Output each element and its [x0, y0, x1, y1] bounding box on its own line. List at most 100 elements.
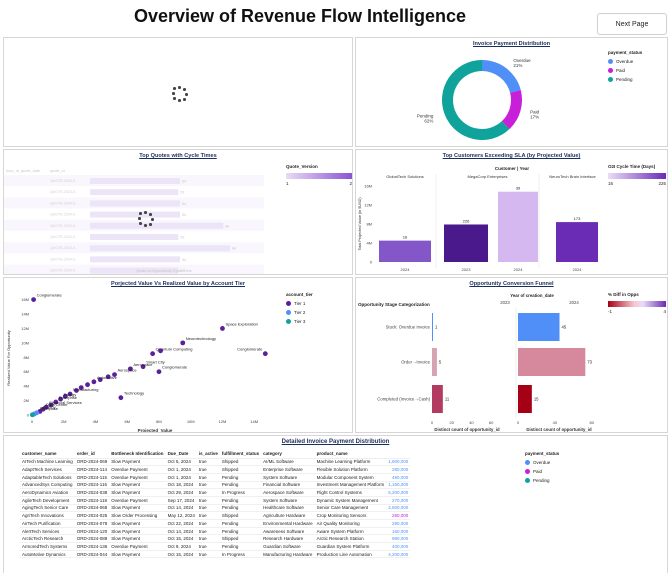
table-row[interactable]: AlertTech Services ORD-2024-120 Slow Payme… [20, 527, 411, 536]
row-label: QUOTE-2024-0.. [50, 235, 77, 239]
customer-bar[interactable] [498, 191, 538, 262]
funnel-bar-2023[interactable] [432, 385, 443, 413]
table-cell: Oct 14, 2024 [165, 527, 197, 536]
quote-bar[interactable] [90, 234, 179, 240]
legend-item-pending[interactable]: Pending [525, 478, 559, 483]
scatter-point[interactable] [91, 379, 97, 385]
stage-label: Stuck: Overdue Invoice [386, 325, 431, 330]
scatter-point[interactable] [118, 395, 124, 401]
customer-bar[interactable] [379, 240, 431, 262]
table-cell: 5,200,000 [386, 488, 411, 497]
quote-bar[interactable] [90, 256, 180, 263]
point-label: Energy [43, 404, 56, 409]
quote-bar[interactable] [90, 267, 179, 274]
funnel-bar-2024[interactable] [518, 348, 586, 376]
funnel-bar-2024[interactable] [518, 313, 560, 341]
table-cell: Oct 14, 2024 [165, 504, 197, 513]
table-row[interactable]: AgileTech Development ORD-2024-118 Overdue… [20, 496, 411, 505]
column-header[interactable] [386, 450, 411, 459]
column-header[interactable]: Due_Date [165, 450, 197, 459]
scatter-point[interactable] [31, 297, 36, 303]
scatter-point[interactable] [53, 399, 59, 405]
scatter-point[interactable] [78, 385, 84, 390]
scatter-point[interactable] [48, 402, 54, 408]
year-label: 2023 [500, 300, 510, 305]
legend-item-tier1[interactable]: Tier 1 [286, 301, 313, 306]
scatter-point[interactable] [62, 393, 68, 399]
column-header[interactable]: order_id [74, 450, 110, 459]
legend-title: account_tier [286, 292, 313, 297]
funnel-bar-2024[interactable] [518, 385, 532, 413]
scatter-point[interactable] [156, 369, 162, 375]
funnel-bar-2023[interactable] [432, 348, 437, 376]
scatter-point[interactable] [150, 351, 156, 357]
scatter-point[interactable] [180, 340, 186, 346]
table-row[interactable]: AdaptableTech Solutions ORD-2024-115 Overd… [20, 473, 411, 482]
customer-bar[interactable] [444, 224, 488, 262]
column-header[interactable]: fulfillment_status [219, 450, 262, 459]
legend-item-overdue[interactable]: Overdue [608, 59, 642, 64]
y-tick: 8M [23, 355, 29, 360]
legend-item-tier2[interactable]: Tier 2 [286, 310, 313, 315]
scatter-point-tier3[interactable] [29, 412, 35, 418]
quote-bar[interactable] [90, 222, 224, 229]
scatter-point[interactable] [140, 364, 146, 370]
table-cell: ORD-2024-118 [74, 496, 110, 505]
point-label: Conglomerate [162, 365, 188, 370]
table-row[interactable]: AITech Machine Learning ORD-2024-069 Slow … [20, 458, 411, 467]
table-row[interactable]: AirTech Purification ORD-2024-078 Slow Pay… [20, 519, 411, 528]
quote-bar[interactable] [90, 200, 180, 207]
table-cell: AdvancedSys Computing [20, 481, 75, 490]
table-cell: Slow Payment [109, 550, 166, 559]
column-header[interactable]: is_active [196, 450, 220, 459]
scatter-point[interactable] [74, 388, 79, 393]
y-axis-label: Total Projected Value (in $USD) [358, 197, 362, 251]
funnel-bar-2023[interactable] [432, 313, 433, 341]
x-tick: 60 [489, 420, 494, 425]
scatter-point[interactable] [97, 377, 103, 383]
quote-bar[interactable] [90, 245, 230, 252]
column-header[interactable]: customer_name [20, 450, 75, 459]
scatter-point[interactable] [58, 396, 63, 402]
table-row[interactable]: ArcticTech Research ORD-2024-088 Slow Paym… [20, 534, 411, 544]
legend-item-paid[interactable]: Paid [525, 469, 559, 474]
scatter-point[interactable] [67, 391, 73, 397]
table-row[interactable]: AdaptTech Services ORD-2024-114 Overdue Pa… [20, 465, 411, 474]
donut-slice-paid[interactable] [501, 90, 522, 130]
next-page-button[interactable]: Next Page [597, 13, 667, 35]
quote-bar[interactable] [90, 211, 180, 218]
table-cell: Overdue Payment [109, 542, 166, 551]
overdue-dot-icon [525, 460, 530, 465]
legend-item-paid[interactable]: Paid [608, 68, 642, 73]
table-cell: AeroDynamics Aviation [20, 488, 75, 497]
quote-bar[interactable] [90, 189, 179, 196]
scatter-point[interactable] [262, 351, 268, 357]
quote-bar[interactable] [90, 178, 180, 184]
scatter-point[interactable] [128, 366, 133, 372]
scatter-point[interactable] [112, 372, 117, 378]
customer-bar[interactable] [556, 222, 598, 262]
table-row[interactable]: ArmoredTech Systems ORD-2024-136 Overdue P… [20, 542, 411, 551]
table-row[interactable]: AgingTech Senior Care ORD-2024-068 Slow Pa… [20, 504, 411, 513]
table-row[interactable]: AeroDynamics Aviation ORD-2024-038 Slow Pa… [20, 488, 411, 497]
funnel-panel: Opportunity Conversion Funnel Year of cr… [355, 277, 668, 433]
donut-slice-overdue[interactable] [482, 60, 521, 93]
scatter-point[interactable] [85, 382, 90, 388]
legend-item-tier3[interactable]: Tier 3 [286, 319, 313, 324]
scatter-point[interactable] [105, 374, 111, 380]
column-header[interactable]: category [261, 450, 315, 459]
legend-item-pending[interactable]: Pending [608, 77, 642, 82]
column-header[interactable]: Bottleneck Identification [109, 450, 166, 459]
donut-slice-pending[interactable] [442, 60, 510, 140]
column-header[interactable]: product_name [314, 450, 387, 459]
legend-item-overdue[interactable]: Overdue [525, 460, 559, 465]
legend-label: Pending [533, 478, 550, 483]
table-cell: ArcticTech Research [20, 534, 75, 544]
table-row[interactable]: AgriTech Innovations ORD-2024-025 Slow Ord… [20, 511, 411, 520]
scatter-point[interactable] [220, 326, 225, 331]
table-row[interactable]: AdvancedSys Computing ORD-2024-116 Slow Pa… [20, 481, 411, 490]
x-tick: 2024 [401, 267, 411, 272]
scatter-point[interactable] [158, 348, 163, 354]
legend-label: Tier 1 [294, 301, 306, 306]
table-row[interactable]: AutoMotive Dynamics ORD-2024-044 Slow Paym… [20, 550, 411, 559]
